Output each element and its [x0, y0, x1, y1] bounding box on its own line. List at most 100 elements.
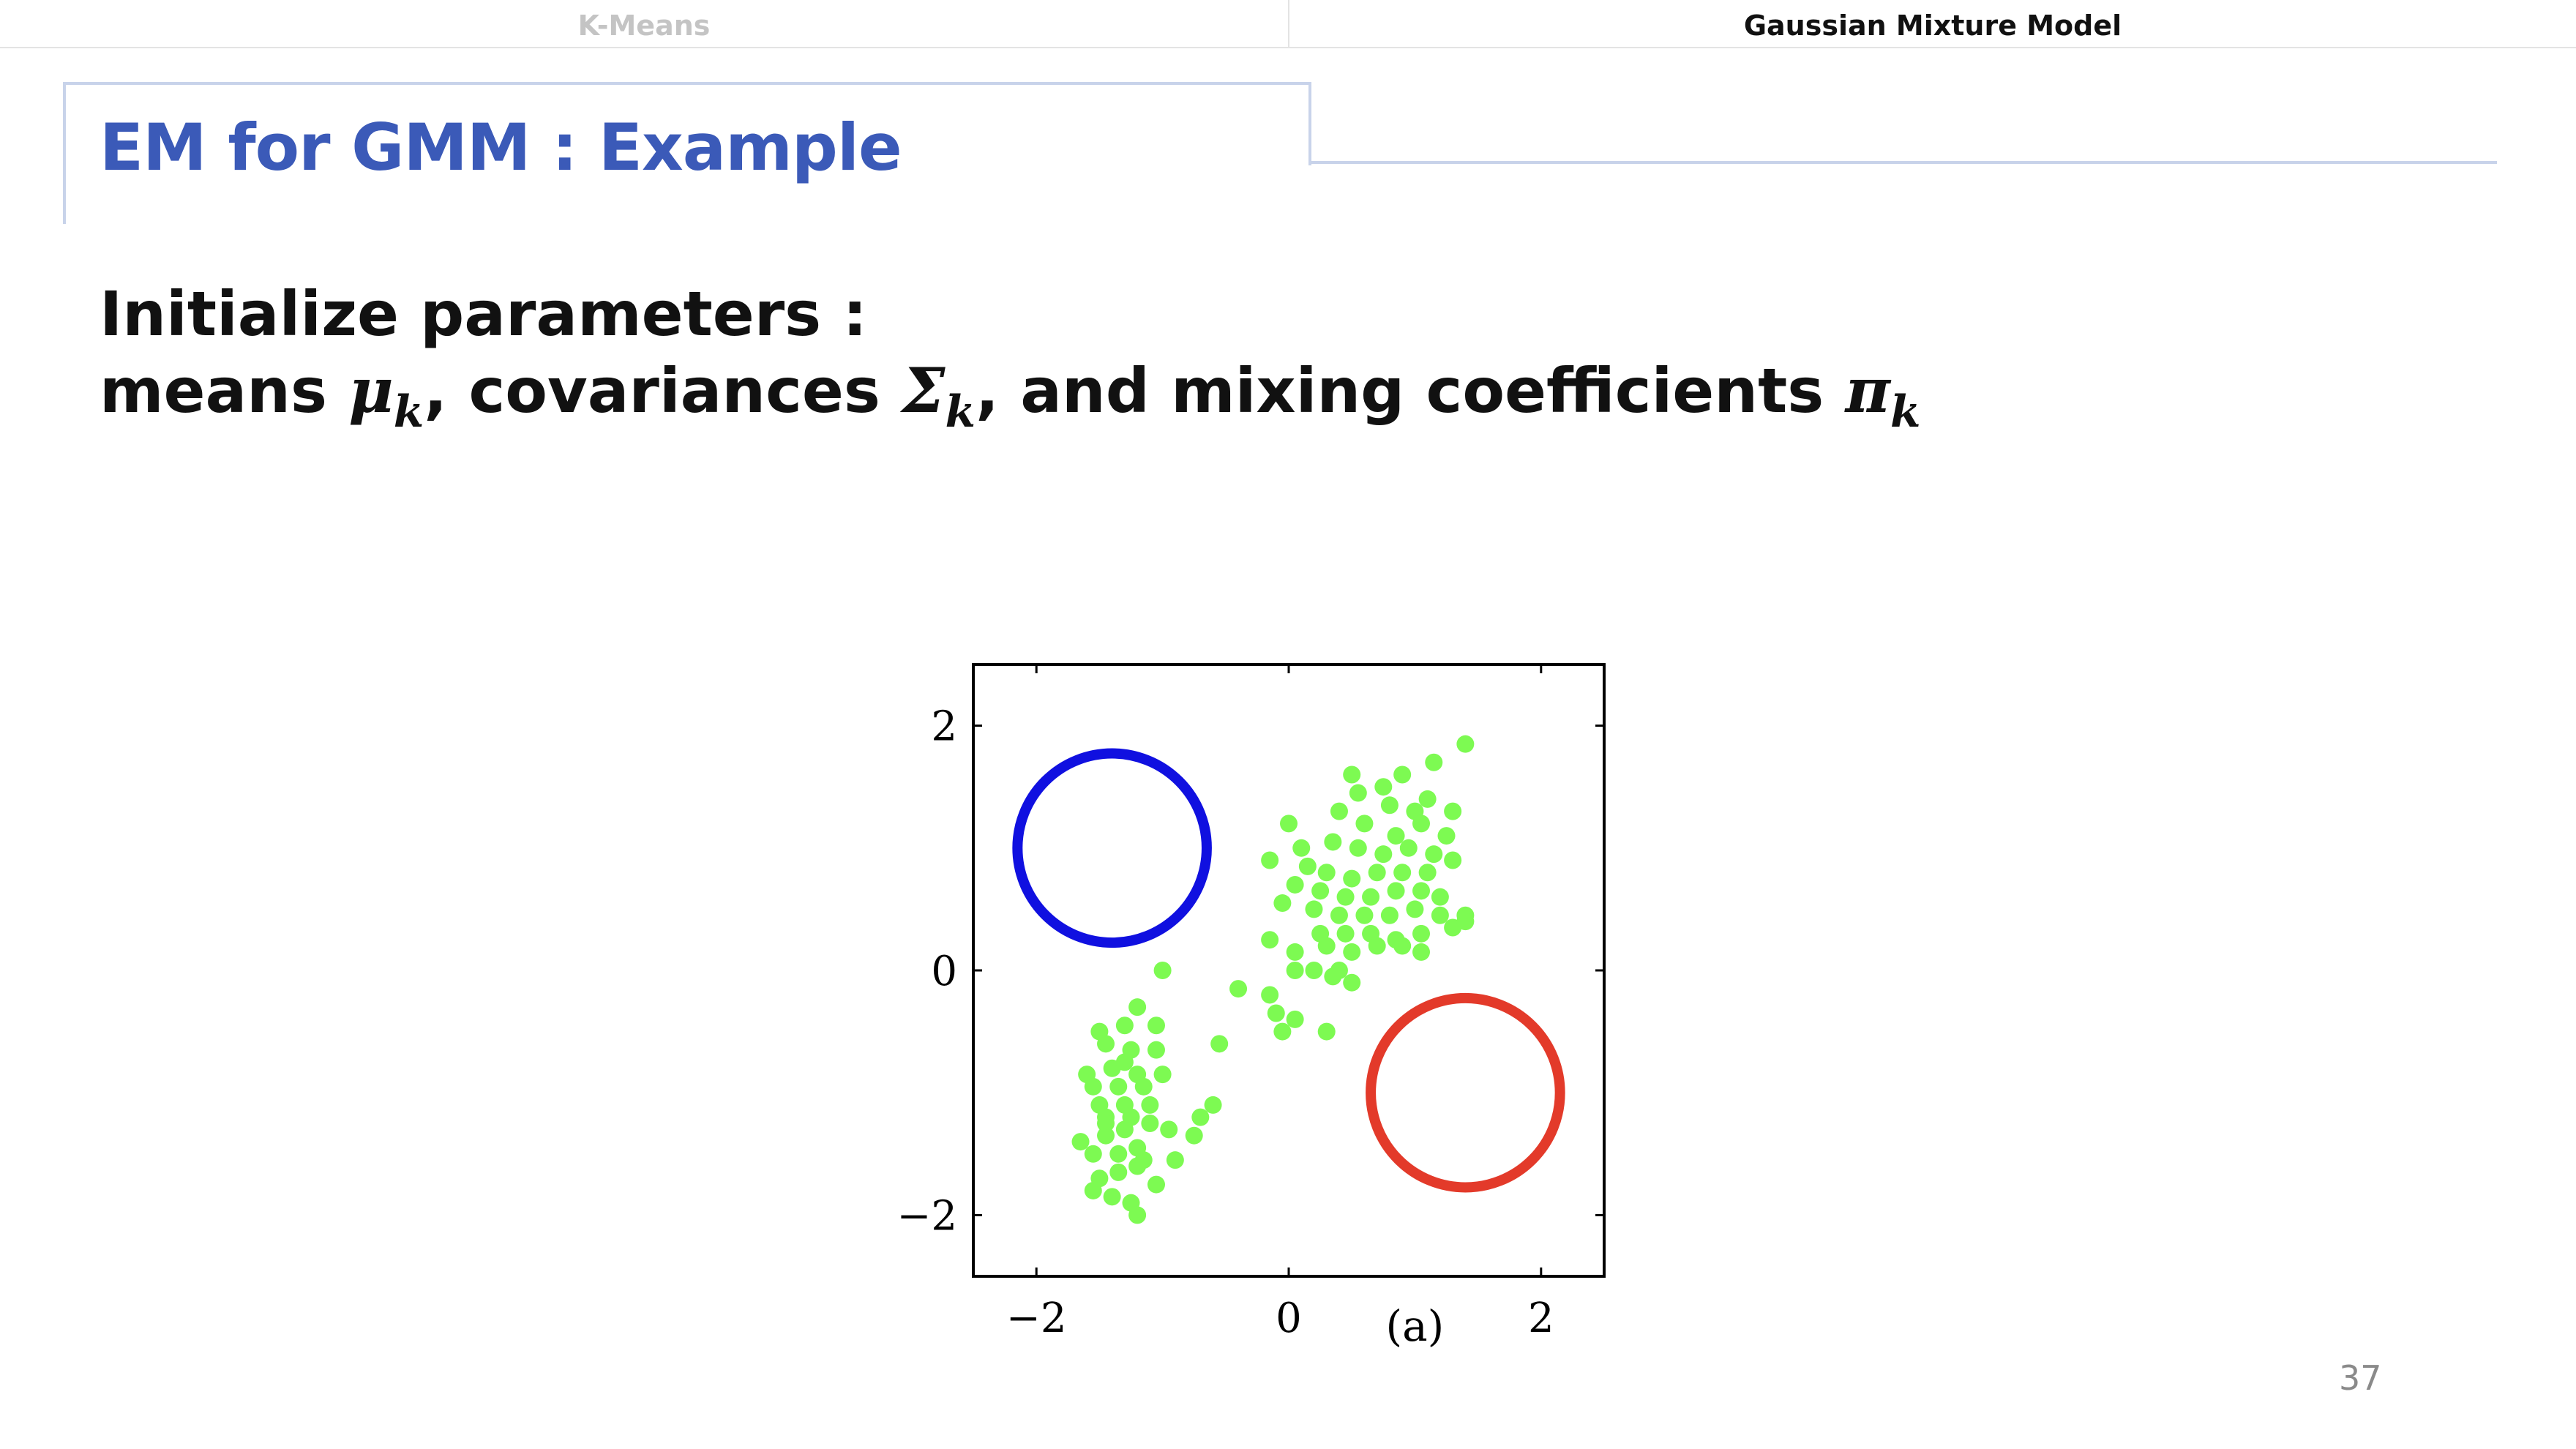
data-point [1368, 937, 1386, 955]
data-point [1134, 1151, 1153, 1169]
data-point [1336, 924, 1355, 943]
data-point [1153, 962, 1172, 979]
data-point [1185, 1126, 1203, 1145]
data-point [1336, 888, 1355, 906]
data-point [1229, 980, 1248, 998]
subscript-k: k [393, 386, 424, 438]
data-point [1317, 1022, 1336, 1041]
text-covariances: , covariances [424, 355, 902, 427]
data-point [1305, 962, 1323, 979]
panel-label: (a) [1385, 1301, 1444, 1351]
text-mixing-coefficients: , and mixing coefficients [976, 355, 1846, 427]
symbol-pi: π [1845, 354, 1890, 427]
data-point [1456, 735, 1475, 753]
data-point [1412, 882, 1431, 900]
data-point [1261, 931, 1279, 949]
data-point [1210, 1035, 1229, 1053]
data-point [1425, 753, 1443, 771]
data-point [1097, 1115, 1115, 1132]
data-point [1368, 864, 1386, 882]
page-number: 37 [2339, 1358, 2382, 1398]
data-point [1097, 1126, 1115, 1145]
data-point [1153, 1066, 1172, 1084]
tab-gaussian-mixture-model[interactable]: Gaussian Mixture Model [1743, 10, 2122, 42]
data-point [1191, 1108, 1210, 1126]
data-point [1393, 937, 1412, 955]
data-point [1115, 1120, 1134, 1139]
data-point [1317, 864, 1336, 882]
data-point [1362, 888, 1380, 906]
blue-component-circle [1012, 748, 1212, 948]
red-component-circle [1366, 992, 1565, 1193]
data-point [1330, 906, 1348, 924]
data-point [1292, 839, 1311, 857]
data-point [1374, 845, 1393, 864]
title-underline [1308, 161, 2497, 164]
data-point [1147, 1175, 1165, 1194]
data-point [1418, 864, 1437, 882]
symbol-mu: μ [348, 354, 394, 427]
data-point [1097, 1035, 1115, 1053]
gmm-scatter-chart: −2 0 2 2 0 −2 (a) [878, 644, 1683, 1376]
data-point [1071, 1133, 1090, 1151]
data-point [1273, 1022, 1292, 1041]
data-point [1343, 765, 1361, 784]
title-frame-left-edge [63, 162, 66, 224]
data-point [1286, 875, 1304, 894]
body-line-parameters: means μk, covariances Σk, and mixing coe… [100, 354, 1921, 438]
data-point [1343, 973, 1361, 992]
data-point [1330, 802, 1348, 820]
data-point [1374, 778, 1393, 796]
subscript-k: k [945, 386, 976, 438]
data-point [1324, 967, 1342, 986]
data-point [1456, 913, 1475, 931]
data-point [1317, 937, 1336, 955]
data-point [1355, 815, 1374, 833]
data-point [1305, 900, 1323, 918]
data-point [1267, 1004, 1285, 1022]
y-tick-label: 2 [931, 703, 957, 751]
data-point [1311, 882, 1330, 900]
data-point [1204, 1096, 1222, 1114]
data-point [1084, 1181, 1102, 1199]
x-tick-label: 0 [1276, 1295, 1302, 1342]
data-point [1128, 998, 1147, 1016]
data-point [1134, 1077, 1153, 1096]
data-point [1412, 924, 1431, 943]
data-point [1418, 790, 1437, 808]
title-frame [63, 82, 1311, 165]
data-point [1160, 1120, 1178, 1139]
data-point [1412, 815, 1431, 833]
data-point [1380, 796, 1399, 815]
data-point [1349, 839, 1367, 857]
data-point [1444, 802, 1462, 820]
data-point [1298, 857, 1317, 875]
data-point [1141, 1115, 1159, 1132]
data-point [1141, 1096, 1159, 1114]
body-line-initialize: Initialize parameters : [100, 278, 867, 350]
data-point [1393, 864, 1412, 882]
text-means: means [100, 355, 349, 427]
data-point [1261, 851, 1279, 869]
data-point [1437, 827, 1456, 845]
slide-title: EM for GMM : Example [100, 110, 902, 185]
tab-kmeans[interactable]: K-Means [0, 0, 1289, 47]
data-point [1286, 1010, 1304, 1028]
symbol-sigma: Σ [902, 354, 946, 427]
data-point [1147, 1016, 1165, 1035]
data-point [1261, 986, 1279, 1004]
data-point [1387, 827, 1405, 845]
chart-svg: −2 0 2 2 0 −2 (a) [896, 663, 1606, 1351]
data-point [1343, 943, 1361, 961]
data-point [1115, 1016, 1134, 1035]
data-point [1444, 851, 1462, 869]
data-point [1084, 1145, 1102, 1163]
data-point [1166, 1151, 1184, 1169]
data-point [1412, 943, 1431, 961]
data-point [1286, 943, 1304, 961]
data-point [1147, 1041, 1165, 1059]
data-point [1355, 906, 1374, 924]
data-point [1109, 1145, 1128, 1163]
y-tick-label: 0 [931, 948, 957, 995]
data-point [1115, 1053, 1134, 1071]
